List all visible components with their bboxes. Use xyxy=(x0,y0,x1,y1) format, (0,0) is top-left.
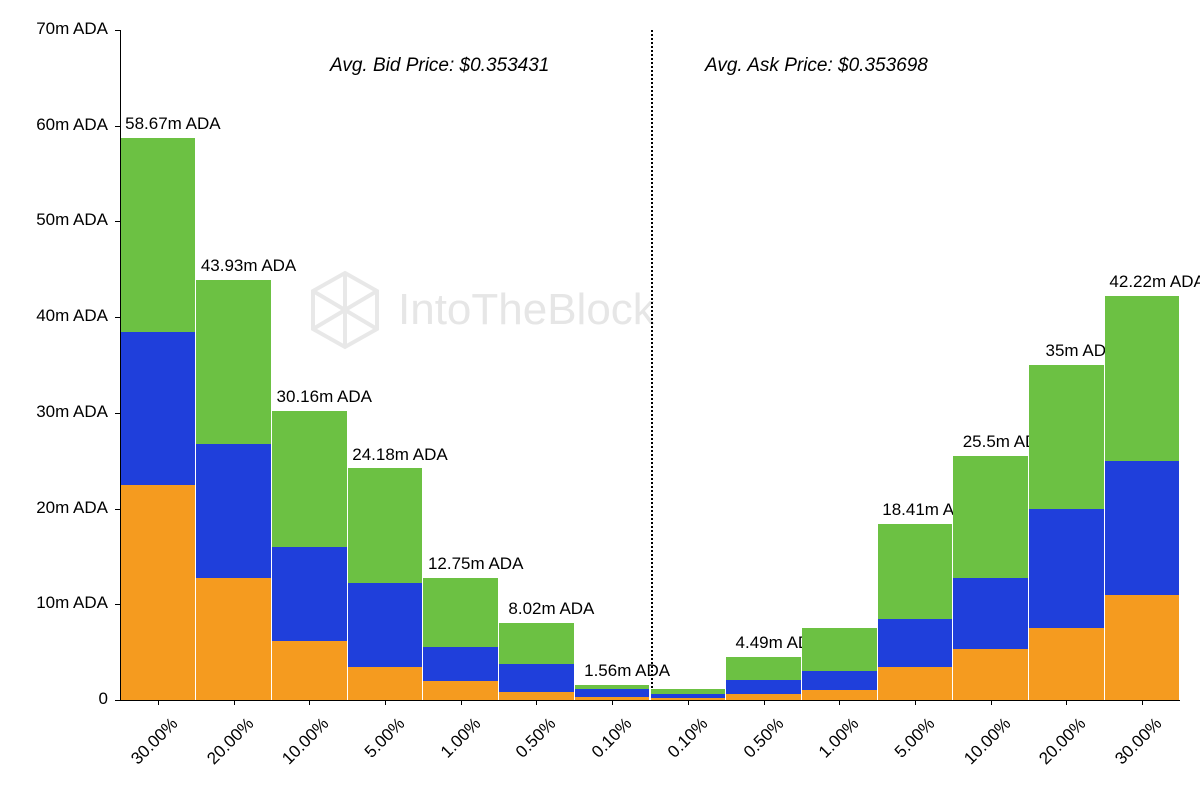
bar xyxy=(1029,30,1104,700)
bar-segment xyxy=(651,689,726,694)
bar xyxy=(726,30,801,700)
bar-segment xyxy=(802,690,877,700)
bar-segment xyxy=(196,280,271,444)
bar-segment xyxy=(272,547,347,641)
y-tick-label: 30m ADA xyxy=(0,402,108,422)
bar-segment xyxy=(121,485,196,700)
x-tick-label: 30.00% xyxy=(1111,714,1166,769)
bar-segment xyxy=(348,667,423,701)
bar xyxy=(802,30,877,700)
bar-segment xyxy=(423,681,498,700)
bar-segment xyxy=(575,689,650,697)
bar xyxy=(953,30,1028,700)
x-tick-label: 30.00% xyxy=(127,714,182,769)
bar-segment xyxy=(1105,595,1180,700)
y-tick-label: 40m ADA xyxy=(0,306,108,326)
bar-segment xyxy=(726,680,801,694)
y-tick-label: 0 xyxy=(0,689,108,709)
bar xyxy=(1105,30,1180,700)
y-tick-label: 50m ADA xyxy=(0,210,108,230)
bar-segment xyxy=(121,138,196,331)
bar-segment xyxy=(651,694,726,698)
bar-segment xyxy=(878,524,953,619)
x-tick-label: 20.00% xyxy=(203,714,258,769)
bar-segment xyxy=(423,647,498,681)
bar xyxy=(272,30,347,700)
bar-segment xyxy=(1029,628,1104,700)
bar xyxy=(196,30,271,700)
bar-segment xyxy=(878,667,953,701)
bar xyxy=(878,30,953,700)
y-tick-label: 10m ADA xyxy=(0,593,108,613)
bar-total-label: 42.22m ADA xyxy=(1085,272,1200,292)
x-tick-label: 1.00% xyxy=(437,714,485,762)
bar-segment xyxy=(953,456,1028,578)
bar-segment xyxy=(953,649,1028,700)
x-tick-label: 10.00% xyxy=(960,714,1015,769)
x-tick-label: 0.50% xyxy=(739,714,787,762)
bar-segment xyxy=(121,332,196,485)
y-tick-label: 70m ADA xyxy=(0,19,108,39)
bar-segment xyxy=(878,619,953,667)
bar-segment xyxy=(953,578,1028,650)
x-tick-label: 20.00% xyxy=(1036,714,1091,769)
bar-segment xyxy=(802,628,877,671)
x-tick-label: 10.00% xyxy=(279,714,334,769)
bar-segment xyxy=(272,411,347,547)
bar-segment xyxy=(196,578,271,701)
bar xyxy=(575,30,650,700)
x-tick-label: 0.10% xyxy=(588,714,636,762)
x-tick-label: 0.10% xyxy=(664,714,712,762)
x-tick-label: 0.50% xyxy=(512,714,560,762)
bar-segment xyxy=(1105,296,1180,461)
x-tick-label: 1.00% xyxy=(815,714,863,762)
bar xyxy=(651,30,726,700)
x-tick-label: 5.00% xyxy=(361,714,409,762)
bar-segment xyxy=(802,671,877,690)
bar-segment xyxy=(726,657,801,680)
bar-segment xyxy=(348,583,423,666)
bar-segment xyxy=(499,692,574,700)
y-tick-label: 20m ADA xyxy=(0,498,108,518)
orderbook-depth-chart: IntoTheBlock Avg. Bid Price: $0.353431 A… xyxy=(0,0,1200,800)
bar-segment xyxy=(1029,365,1104,509)
x-tick-label: 5.00% xyxy=(891,714,939,762)
y-tick-label: 60m ADA xyxy=(0,115,108,135)
bar-segment xyxy=(272,641,347,700)
bar-segment xyxy=(575,685,650,689)
bar-segment xyxy=(1029,509,1104,629)
bar-segment xyxy=(1105,461,1180,595)
bar xyxy=(348,30,423,700)
bar-segment xyxy=(196,444,271,578)
bar-segment xyxy=(499,623,574,663)
